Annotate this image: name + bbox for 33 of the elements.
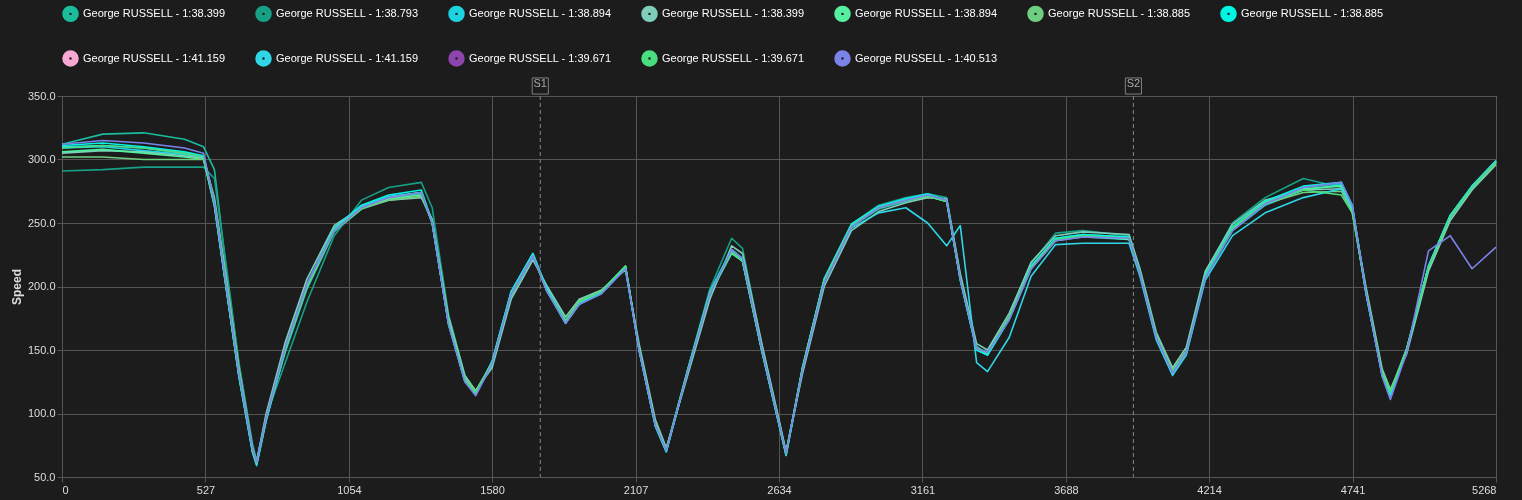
x-tick-label: 4741 <box>1340 483 1366 496</box>
x-tick-label: 1054 <box>337 483 362 496</box>
legend-label: George RUSSELL - 1:39.671 <box>469 51 612 64</box>
legend-label: George RUSSELL - 1:38.885 <box>1048 6 1191 19</box>
legend-label: George RUSSELL - 1:38.894 <box>855 6 998 19</box>
ref-line-label: S2 <box>1126 77 1141 89</box>
x-tick-label: 0 <box>62 483 69 496</box>
y-tick-label: 250.0 <box>27 216 56 229</box>
y-tick-label: 150.0 <box>27 343 56 356</box>
legend-label: George RUSSELL - 1:38.885 <box>1241 6 1384 19</box>
y-axis-title: Speed <box>9 268 24 306</box>
y-tick-label: 200.0 <box>27 280 56 292</box>
legend-label: George RUSSELL - 1:40.513 <box>855 51 998 64</box>
x-tick-label: 5268 <box>1472 483 1497 496</box>
x-tick-label: 527 <box>196 483 216 496</box>
legend-label: George RUSSELL - 1:38.399 <box>662 6 805 19</box>
legend-label: George RUSSELL - 1:41.159 <box>276 51 419 64</box>
legend-label: George RUSSELL - 1:38.793 <box>276 6 419 19</box>
legend-label: George RUSSELL - 1:38.894 <box>469 6 612 19</box>
legend-label: George RUSSELL - 1:41.159 <box>83 51 226 64</box>
y-tick-label: 350.0 <box>27 89 56 102</box>
y-tick-label: 100.0 <box>27 407 56 419</box>
x-tick-label: 1580 <box>480 483 505 496</box>
x-tick-label: 2634 <box>767 483 792 496</box>
legend-label: George RUSSELL - 1:39.671 <box>662 51 805 64</box>
x-tick-label: 3688 <box>1054 483 1079 496</box>
x-tick-label: 3161 <box>910 483 936 496</box>
y-tick-label: 300.0 <box>27 153 56 165</box>
x-tick-label: 4214 <box>1197 483 1222 496</box>
ref-line-label: S1 <box>533 77 548 89</box>
y-tick-label: 50.0 <box>34 470 56 483</box>
legend-label: George RUSSELL - 1:38.399 <box>83 6 226 19</box>
x-tick-label: 2107 <box>623 483 649 496</box>
